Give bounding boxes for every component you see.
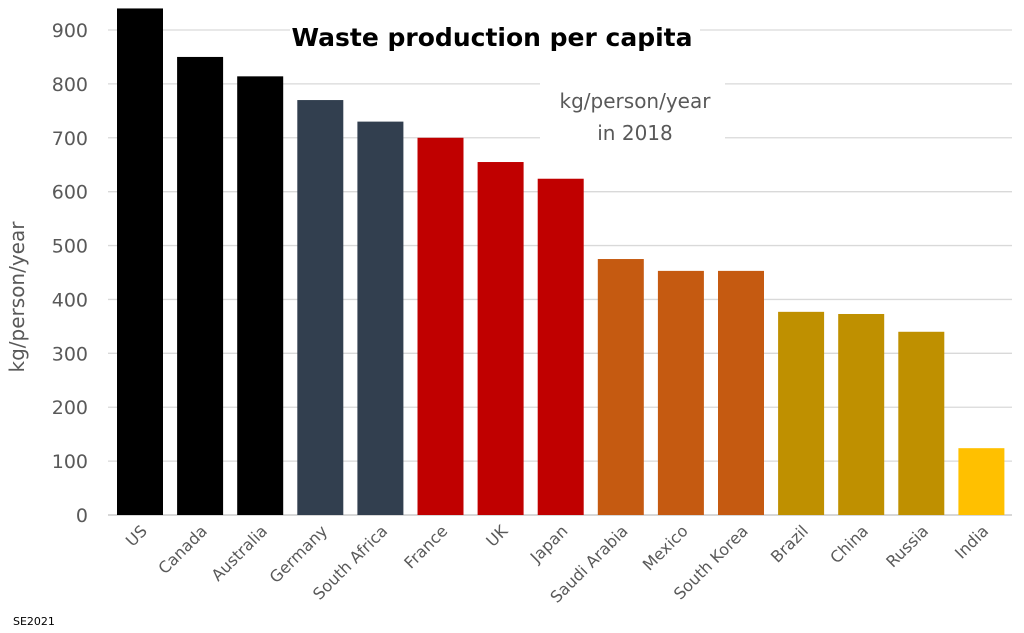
y-tick-label: 0 <box>76 505 88 527</box>
chart-subtitle-line-1: kg/person/year <box>560 89 712 113</box>
bar-russia <box>898 331 945 515</box>
y-axis-ticks: 0 100 200 300 400 500 600 700 800 900 <box>52 20 88 527</box>
x-tick-label: France <box>400 521 451 572</box>
x-tick-label: UK <box>482 521 511 550</box>
y-tick-label: 500 <box>52 236 88 258</box>
subtitle-background <box>540 76 725 156</box>
y-tick-label: 900 <box>52 20 88 42</box>
x-tick-label: Australia <box>208 521 271 584</box>
bar-uk <box>477 162 524 515</box>
credit-text: SE2021 <box>13 615 55 628</box>
bar-canada <box>177 56 224 515</box>
y-tick-label: 600 <box>52 182 88 204</box>
y-tick-label: 100 <box>52 451 88 473</box>
bar-south-korea <box>718 270 764 515</box>
title-background <box>290 14 700 58</box>
bar-germany <box>297 100 344 516</box>
bar-brazil <box>778 311 825 515</box>
bar-us <box>117 8 163 515</box>
y-tick-label: 200 <box>52 397 88 419</box>
y-tick-label: 800 <box>52 74 88 96</box>
chart-title: Waste production per capita <box>291 23 692 52</box>
x-tick-label: Canada <box>154 521 210 577</box>
bar-india <box>958 448 1005 515</box>
bar-china <box>838 313 885 515</box>
x-tick-label: US <box>122 521 151 550</box>
bar-france <box>417 137 464 515</box>
y-tick-label: 300 <box>52 343 88 365</box>
bar-mexico <box>657 270 704 515</box>
x-tick-label: India <box>951 521 992 562</box>
bar-south-africa <box>357 121 404 515</box>
x-tick-label: China <box>826 521 872 567</box>
bar-japan <box>537 178 584 515</box>
bar-australia <box>237 76 284 515</box>
y-tick-label: 400 <box>52 289 88 311</box>
bar-saudi-arabia <box>597 259 644 515</box>
y-axis-label: kg/person/year <box>5 221 29 373</box>
x-tick-label: Mexico <box>639 521 692 574</box>
y-tick-label: 700 <box>52 128 88 150</box>
x-tick-label: Russia <box>882 521 932 571</box>
x-tick-label: Japan <box>526 521 572 567</box>
chart-subtitle-line-2: in 2018 <box>597 121 673 145</box>
x-tick-label: Brazil <box>767 521 812 566</box>
bars <box>117 8 1005 516</box>
